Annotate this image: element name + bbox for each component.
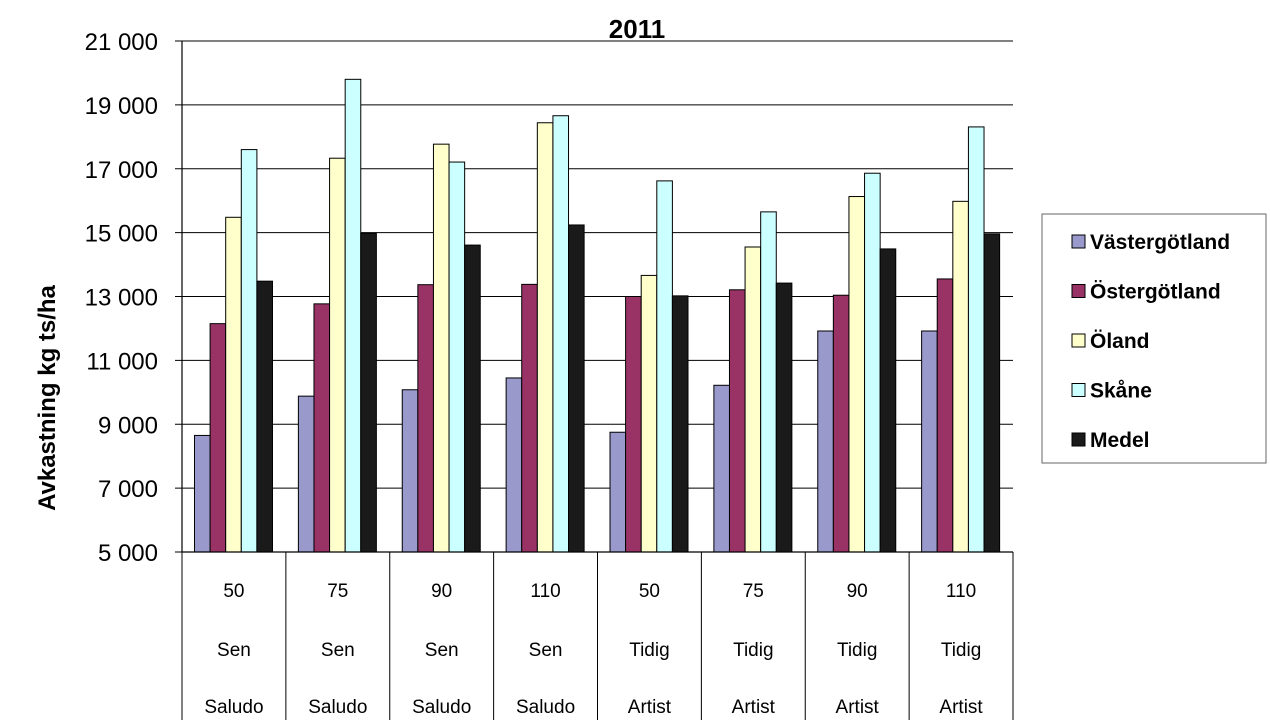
bar bbox=[552, 115, 570, 553]
bar bbox=[209, 323, 227, 553]
bar bbox=[656, 180, 673, 553]
x-category-label: Tidig bbox=[837, 640, 877, 661]
bar bbox=[671, 295, 689, 553]
bar bbox=[344, 78, 362, 553]
bar bbox=[760, 211, 777, 553]
y-tick-label: 5 000 bbox=[98, 540, 158, 567]
x-category-label: Saludo bbox=[412, 697, 471, 718]
chart-title: 2011 bbox=[609, 14, 665, 44]
bar bbox=[432, 143, 450, 553]
bar bbox=[967, 126, 985, 553]
bar bbox=[864, 172, 881, 553]
axes: 5 000 7 000 9 000 11 000 13 000 15 000 17 000 1… bbox=[85, 29, 1014, 720]
bar bbox=[713, 384, 730, 553]
bar bbox=[401, 389, 419, 553]
bar bbox=[879, 248, 897, 553]
legend-label: Östergötland bbox=[1090, 281, 1221, 304]
x-category-label: Sen bbox=[529, 640, 563, 661]
y-tick-label: 9 000 bbox=[98, 412, 158, 439]
bar bbox=[417, 284, 434, 553]
x-category-label: 110 bbox=[946, 581, 976, 602]
x-category-label: 75 bbox=[743, 581, 764, 602]
y-tick-label: 17 000 bbox=[85, 157, 158, 184]
legend-label: Västergötland bbox=[1090, 231, 1230, 254]
bar bbox=[194, 434, 211, 553]
bar bbox=[225, 216, 242, 553]
x-category-label: Tidig bbox=[941, 640, 981, 661]
bar bbox=[983, 233, 1001, 553]
bar bbox=[360, 232, 377, 553]
x-category-label: Artist bbox=[732, 697, 776, 718]
x-category-label: Artist bbox=[939, 697, 983, 718]
bar bbox=[775, 282, 793, 553]
bar bbox=[952, 200, 969, 553]
bar bbox=[313, 303, 331, 553]
x-category-label: Sen bbox=[217, 640, 251, 661]
bar bbox=[848, 196, 866, 553]
y-tick-label: 11 000 bbox=[86, 348, 158, 375]
x-category-label: Tidig bbox=[733, 640, 773, 661]
x-category-label: Sen bbox=[321, 640, 355, 661]
y-tick-label: 15 000 bbox=[85, 221, 158, 248]
x-category-label: 90 bbox=[431, 581, 452, 602]
legend: Västergötland Östergötland Öland Skåne Medel bbox=[1041, 213, 1267, 464]
bar bbox=[256, 280, 273, 553]
bar bbox=[505, 377, 523, 553]
legend-label: Skåne bbox=[1090, 380, 1152, 403]
x-category-label: Tidig bbox=[629, 640, 669, 661]
bars bbox=[194, 78, 1001, 553]
bar bbox=[640, 274, 658, 553]
bar bbox=[464, 244, 481, 553]
x-category-label: 75 bbox=[327, 581, 348, 602]
x-category-label: Sen bbox=[425, 640, 459, 661]
bar bbox=[921, 330, 938, 553]
bar bbox=[329, 157, 346, 553]
y-tick-label: 21 000 bbox=[85, 29, 158, 56]
x-category-label: 110 bbox=[530, 581, 560, 602]
bar bbox=[728, 289, 746, 553]
bar bbox=[568, 224, 585, 553]
bar bbox=[936, 278, 954, 553]
bar bbox=[817, 330, 834, 553]
y-tick-label: 13 000 bbox=[85, 285, 158, 312]
legend-swatch bbox=[1071, 383, 1086, 397]
x-category-label: 90 bbox=[847, 581, 868, 602]
x-category-label: Saludo bbox=[204, 697, 263, 718]
x-category-label: 50 bbox=[639, 581, 660, 602]
y-tick-label: 7 000 bbox=[98, 476, 158, 503]
bar bbox=[297, 395, 315, 553]
bar bbox=[832, 294, 850, 553]
bar bbox=[536, 122, 554, 553]
bar bbox=[744, 246, 762, 553]
x-category-label: Saludo bbox=[516, 697, 575, 718]
x-category-label: Artist bbox=[836, 697, 880, 718]
y-tick-label: 19 000 bbox=[85, 93, 158, 120]
x-category-label: Artist bbox=[628, 697, 672, 718]
legend-swatch bbox=[1071, 234, 1086, 249]
bar bbox=[448, 161, 466, 553]
bar bbox=[625, 296, 642, 553]
bar bbox=[609, 431, 627, 553]
bar bbox=[521, 283, 538, 553]
y-axis-label: Avkastning kg ts/ha bbox=[34, 284, 61, 510]
legend-label: Öland bbox=[1090, 330, 1150, 353]
x-category-label: Saludo bbox=[308, 697, 367, 718]
legend-swatch bbox=[1071, 284, 1086, 298]
legend-swatch bbox=[1071, 333, 1086, 348]
bar bbox=[240, 149, 258, 553]
x-category-label: 50 bbox=[223, 581, 244, 602]
legend-label: Medel bbox=[1090, 429, 1150, 452]
legend-swatch bbox=[1071, 432, 1086, 447]
